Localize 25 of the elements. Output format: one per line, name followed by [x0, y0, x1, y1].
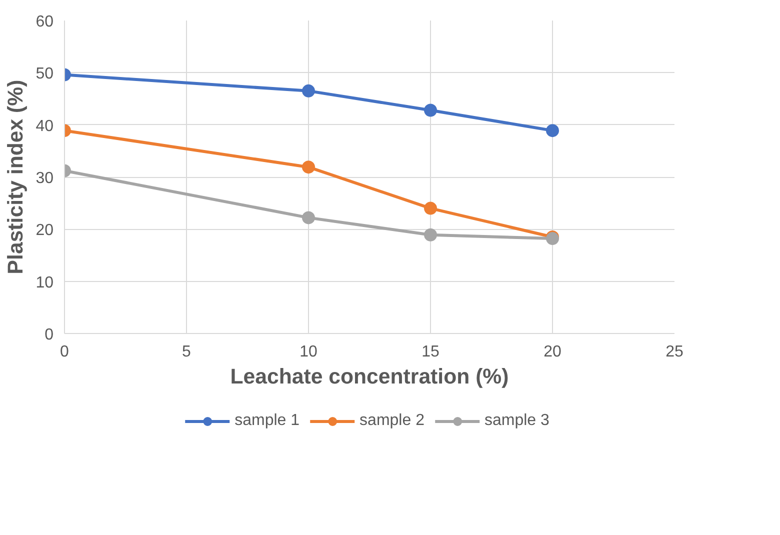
y-tick-label: 40 [36, 118, 54, 135]
legend-label: sample 3 [484, 412, 550, 430]
y-tick-label: 50 [36, 66, 54, 83]
y-tick-label: 60 [36, 14, 54, 30]
point [424, 104, 437, 117]
x-tick-label: 20 [544, 344, 562, 360]
x-tick-label: 25 [666, 344, 684, 360]
y-tick-label: 0 [44, 326, 54, 344]
x-tick-label: 5 [182, 344, 192, 360]
point [424, 202, 437, 215]
y-tick-label: 10 [36, 274, 54, 292]
point [546, 124, 559, 138]
point [302, 211, 315, 224]
point [302, 160, 315, 174]
x-tick-label: 0 [60, 344, 70, 360]
point [424, 228, 437, 242]
x-tick-label: 10 [300, 344, 318, 360]
y-tick-label: 20 [36, 222, 54, 240]
x-axis-title: Leachate concentration (%) [230, 364, 509, 388]
y-tick-label: 30 [36, 170, 54, 187]
legend-label: sample 1 [234, 412, 300, 430]
legend-label: sample 2 [360, 412, 424, 430]
point [302, 84, 315, 98]
y-axis-title: Plasticity index (%) [4, 80, 28, 274]
x-tick-label: 15 [422, 344, 440, 360]
